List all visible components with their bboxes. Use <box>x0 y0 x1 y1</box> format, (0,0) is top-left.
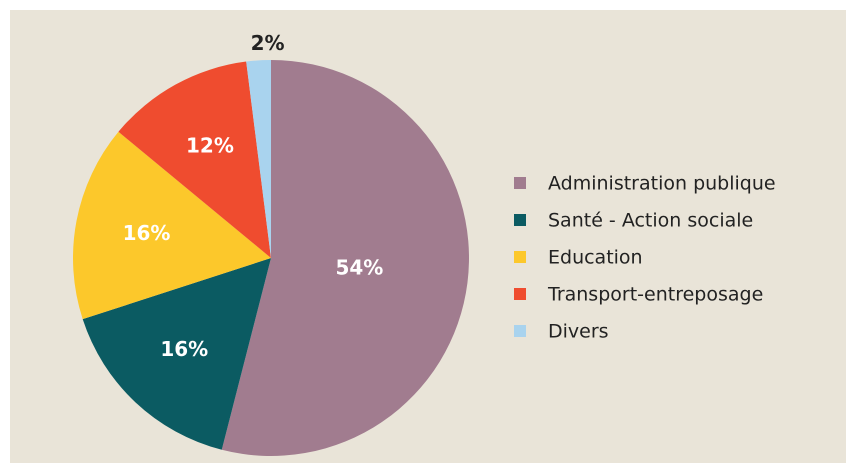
pie-slice <box>221 60 469 456</box>
legend-label: Education <box>548 247 643 269</box>
pie-slice <box>246 60 271 258</box>
value-label: 2% <box>251 31 285 55</box>
legend-label: Transport-entreposage <box>547 284 763 306</box>
legend-label: Divers <box>548 321 609 343</box>
value-label: 16% <box>160 337 208 361</box>
pie-slice <box>118 61 271 258</box>
legend-label: Santé - Action sociale <box>548 210 753 232</box>
value-label: 16% <box>123 221 171 245</box>
legend-label: Administration publique <box>548 173 776 195</box>
legend-swatch <box>514 325 526 337</box>
value-label: 12% <box>186 133 234 157</box>
legend-swatch <box>514 214 526 226</box>
legend-swatch <box>514 251 526 263</box>
value-label: 54% <box>335 256 383 280</box>
pie-slice <box>73 131 272 320</box>
legend-swatch <box>514 177 526 189</box>
pie-slice <box>82 258 271 450</box>
legend-swatch <box>514 288 526 300</box>
